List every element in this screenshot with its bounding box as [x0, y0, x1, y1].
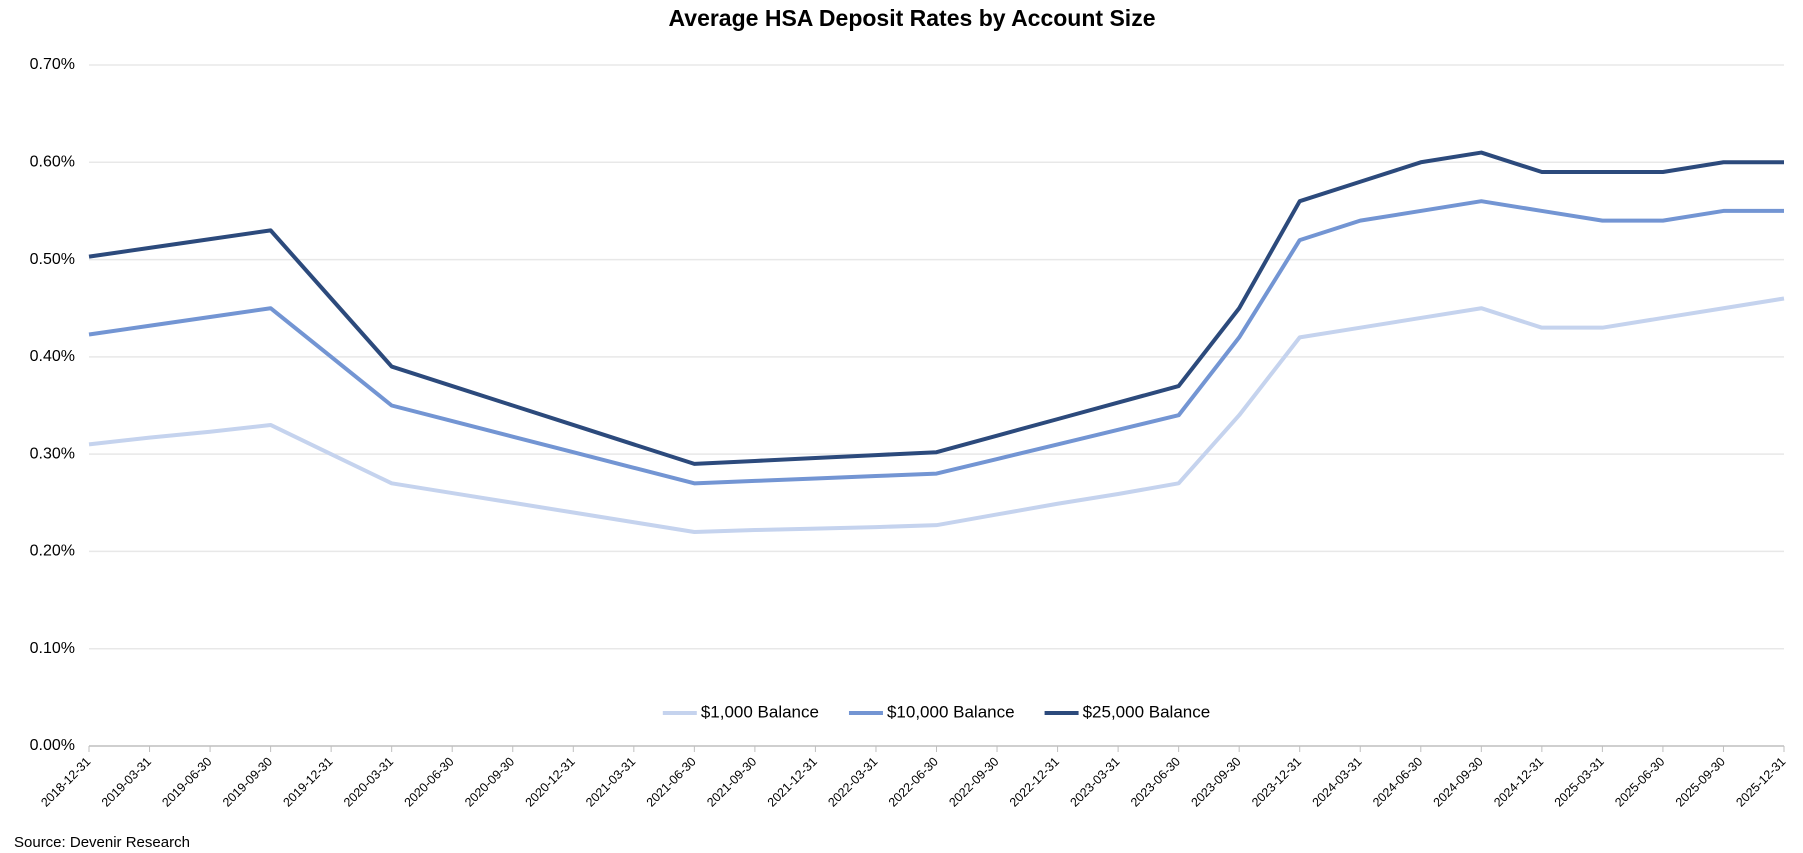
x-tick-label: 2018-12-31	[38, 755, 93, 810]
series-line	[88, 199, 1784, 486]
x-tick-label: 2021-09-30	[704, 755, 759, 810]
y-tick-label: 0.30%	[30, 445, 75, 462]
x-tick-label: 2023-03-31	[1067, 755, 1122, 810]
source-note: Source: Devenir Research	[14, 834, 190, 851]
y-tick-label: 0.00%	[30, 737, 75, 754]
chart-title: Average HSA Deposit Rates by Account Siz…	[669, 5, 1156, 31]
x-tick-label: 2023-09-30	[1189, 755, 1244, 810]
y-tick-label: 0.10%	[30, 640, 75, 657]
legend-label: $10,000 Balance	[887, 702, 1015, 721]
x-tick-label: 2024-03-31	[1310, 755, 1365, 810]
y-tick-label: 0.40%	[30, 348, 75, 365]
series-line	[88, 296, 1785, 534]
x-tick-label: 2025-12-31	[1733, 755, 1788, 810]
x-tick-label: 2021-03-31	[583, 755, 638, 810]
x-tick-label: 2022-09-30	[946, 755, 1001, 810]
legend-label: $25,000 Balance	[1083, 702, 1211, 721]
x-tick-label: 2024-06-30	[1370, 755, 1425, 810]
x-tick-label: 2019-09-30	[220, 755, 275, 810]
x-tick-label: 2022-06-30	[886, 755, 941, 810]
series-line	[88, 150, 1784, 466]
x-tick-label: 2025-09-30	[1673, 755, 1728, 810]
x-tick-label: 2020-12-31	[523, 755, 578, 810]
x-tick-label: 2022-12-31	[1007, 755, 1062, 810]
y-tick-label: 0.60%	[30, 154, 75, 171]
x-tick-label: 2024-12-31	[1491, 755, 1546, 810]
x-tick-label: 2019-06-30	[159, 755, 214, 810]
x-tick-label: 2023-12-31	[1249, 755, 1304, 810]
x-tick-label: 2025-03-31	[1552, 755, 1607, 810]
x-tick-label: 2020-09-30	[462, 755, 517, 810]
legend-label: $1,000 Balance	[701, 702, 819, 721]
x-tick-label: 2021-12-31	[765, 755, 820, 810]
legend: $1,000 Balance $10,000 Balance $25,000 Bal…	[662, 702, 1211, 721]
x-tick-label: 2020-03-31	[341, 755, 396, 810]
x-tick-label: 2019-03-31	[99, 755, 154, 810]
x-tick-label: 2021-06-30	[644, 755, 699, 810]
x-tick-label: 2022-03-31	[825, 755, 880, 810]
x-tick-label: 2020-06-30	[402, 755, 457, 810]
x-tick-label: 2023-06-30	[1128, 755, 1183, 810]
y-tick-label: 0.20%	[30, 543, 75, 560]
y-tick-label: 0.50%	[30, 251, 75, 268]
x-tick-label: 2024-09-30	[1431, 755, 1486, 810]
x-tick-label: 2025-06-30	[1612, 755, 1667, 810]
y-tick-label: 0.70%	[30, 56, 75, 73]
x-tick-label: 2019-12-31	[280, 755, 335, 810]
